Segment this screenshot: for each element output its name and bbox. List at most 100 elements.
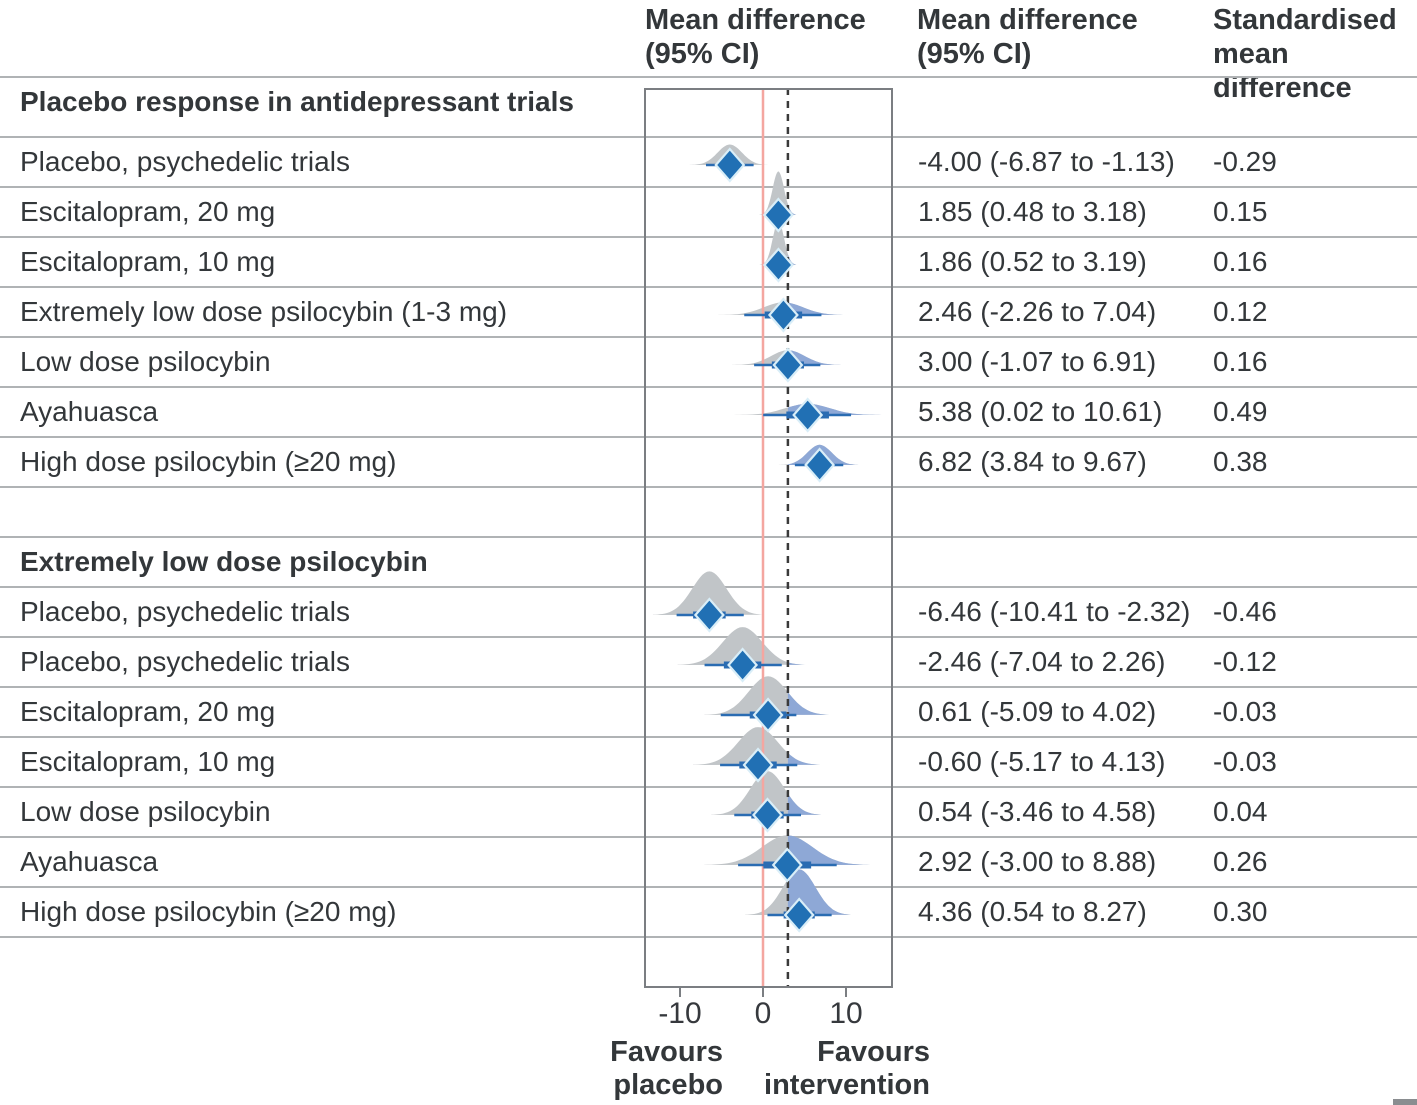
row-label: High dose psilocybin (≥20 mg): [20, 446, 397, 477]
row-smd-value: 0.16: [1213, 246, 1268, 277]
row-divider: [0, 286, 1417, 288]
row-divider: [0, 436, 1417, 438]
table-row: Escitalopram, 10 mg -0.60 (-5.17 to 4.13)…: [0, 737, 1417, 787]
point-estimate-diamond: [752, 697, 784, 733]
row-divider: [0, 936, 1417, 938]
density-curve: [677, 627, 808, 665]
row-label: Extremely low dose psilocybin (1-3 mg): [20, 296, 508, 327]
row-divider: [0, 636, 1417, 638]
table-row: Ayahuasca 2.92 (-3.00 to 8.88) 0.26: [0, 837, 1417, 887]
row-divider: [0, 76, 1417, 78]
row-ci-value: 1.86 (0.52 to 3.19): [918, 246, 1147, 277]
row-smd-value: 0.38: [1213, 446, 1268, 477]
favours-placebo-label: Favours placebo: [610, 1036, 723, 1101]
table-row: High dose psilocybin (≥20 mg) 4.36 (0.54 …: [0, 887, 1417, 937]
table-row: Ayahuasca 5.38 (0.02 to 10.61) 0.49: [0, 387, 1417, 437]
plot-border: [644, 88, 893, 988]
point-estimate-diamond: [792, 397, 824, 433]
row-label: Ayahuasca: [20, 846, 159, 877]
row-ci-value: -0.60 (-5.17 to 4.13): [918, 746, 1166, 777]
row-ci-value: -6.46 (-10.41 to -2.32): [918, 596, 1191, 627]
point-estimate-diamond: [762, 197, 794, 233]
plot-column-header-line2: (95% CI): [645, 38, 760, 70]
row-divider: [0, 836, 1417, 838]
corner-bar: [1393, 1099, 1417, 1105]
density-curve: [759, 221, 798, 265]
table-row: Extremely low dose psilocybin (1-3 mg) 2.…: [0, 287, 1417, 337]
ci-column-header-line2: (95% CI): [917, 38, 1032, 70]
row-ci-value: 0.61 (-5.09 to 4.02): [918, 696, 1157, 727]
row-label: Placebo, psychedelic trials: [20, 146, 350, 177]
ci-column-header: Mean difference (95% CI): [917, 3, 1138, 71]
density-curve-above-threshold: [787, 793, 824, 815]
row-divider: [0, 486, 1417, 488]
row-smd-value: -0.46: [1213, 596, 1277, 627]
point-estimate-diamond: [714, 147, 746, 183]
row-divider: [0, 136, 1417, 138]
row-ci-value: -4.00 (-6.87 to -1.13): [918, 146, 1175, 177]
row-smd-value: 0.15: [1213, 196, 1268, 227]
density-curve: [759, 171, 798, 215]
x-axis-tick-label: -10: [658, 997, 702, 1030]
forest-plot-panel: [644, 88, 893, 997]
row-label: Low dose psilocybin: [20, 346, 271, 377]
row-divider: [0, 236, 1417, 238]
row-divider: [0, 386, 1417, 388]
row-smd-value: -0.03: [1213, 746, 1277, 777]
row-divider: [0, 186, 1417, 188]
section-title: Extremely low dose psilocybin: [20, 546, 428, 577]
plot-column-header: Mean difference (95% CI): [645, 3, 866, 71]
section-header-row: Placebo response in antidepressant trial…: [0, 77, 1417, 127]
row-ci-value: 0.54 (-3.46 to 4.58): [918, 796, 1157, 827]
row-label: Escitalopram, 20 mg: [20, 696, 276, 727]
row-smd-value: -0.29: [1213, 146, 1277, 177]
density-curve-above-threshold: [787, 662, 808, 665]
point-estimate-diamond: [752, 797, 783, 833]
row-smd-value: 0.04: [1213, 796, 1268, 827]
row-label: Escitalopram, 10 mg: [20, 746, 276, 777]
row-label: Ayahuasca: [20, 396, 159, 427]
row-smd-value: 0.49: [1213, 396, 1268, 427]
table-row: Low dose psilocybin 0.54 (-3.46 to 4.58) 0…: [0, 787, 1417, 837]
table-row: Escitalopram, 10 mg 1.86 (0.52 to 3.19) 0.…: [0, 237, 1417, 287]
row-ci-value: 3.00 (-1.07 to 6.91): [918, 346, 1157, 377]
row-divider: [0, 686, 1417, 688]
point-estimate-diamond: [693, 597, 725, 633]
row-ci-value: 2.92 (-3.00 to 8.88): [918, 846, 1157, 877]
density-curve-above-threshold: [787, 302, 849, 315]
ci-column-header-line1: Mean difference: [917, 4, 1138, 36]
row-divider: [0, 886, 1417, 888]
row-label: Low dose psilocybin: [20, 796, 271, 827]
table-row: Placebo, psychedelic trials -2.46 (-7.04 …: [0, 637, 1417, 687]
row-smd-value: -0.12: [1213, 646, 1277, 677]
x-axis-tick-label: 0: [754, 997, 772, 1030]
row-smd-value: 0.30: [1213, 896, 1268, 927]
density-curve-above-threshold: [787, 835, 871, 865]
row-ci-value: 6.82 (3.84 to 9.67): [918, 446, 1147, 477]
row-ci-value: 2.46 (-2.26 to 7.04): [918, 296, 1157, 327]
row-smd-value: 0.16: [1213, 346, 1268, 377]
point-estimate-diamond: [727, 647, 759, 683]
point-estimate-diamond: [772, 347, 804, 383]
density-curve-above-threshold: [787, 692, 832, 715]
point-estimate-diamond: [762, 247, 794, 283]
row-divider: [0, 786, 1417, 788]
smd-column-header-line1: Standardised: [1213, 4, 1397, 36]
row-ci-value: -2.46 (-7.04 to 2.26): [918, 646, 1166, 677]
section-header-row: Extremely low dose psilocybin: [0, 537, 1417, 587]
favours-intervention-label: Favours intervention: [764, 1036, 930, 1101]
point-estimate-diamond: [783, 897, 815, 933]
table-row: High dose psilocybin (≥20 mg) 6.82 (3.84 …: [0, 437, 1417, 487]
point-estimate-diamond: [804, 447, 836, 483]
density-curve-above-threshold: [787, 350, 844, 365]
row-ci-value: 4.36 (0.54 to 8.27): [918, 896, 1147, 927]
row-smd-value: -0.03: [1213, 696, 1277, 727]
plot-column-header-line1: Mean difference: [645, 4, 866, 36]
row-divider: [0, 336, 1417, 338]
row-label: Placebo, psychedelic trials: [20, 646, 350, 677]
section-title: Placebo response in antidepressant trial…: [20, 86, 574, 117]
table-row: Placebo, psychedelic trials -6.46 (-10.41…: [0, 587, 1417, 637]
point-estimate-diamond: [771, 847, 803, 883]
row-divider: [0, 536, 1417, 538]
